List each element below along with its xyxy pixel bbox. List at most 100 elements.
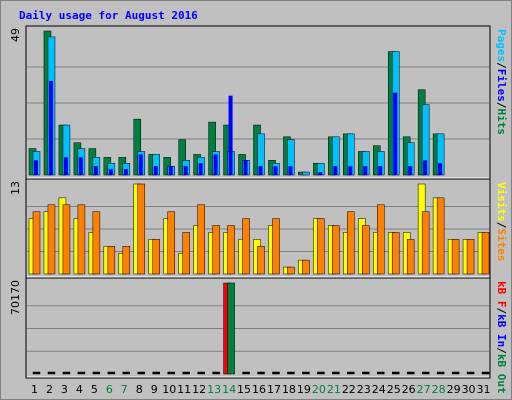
chart-title: Daily usage for August 2016 bbox=[19, 9, 198, 22]
bar-files bbox=[393, 92, 398, 175]
x-tick-label: 20 bbox=[312, 383, 326, 396]
bar-hits bbox=[208, 121, 216, 176]
bar-files bbox=[198, 163, 203, 175]
bar-files bbox=[438, 163, 443, 175]
bar-sites bbox=[212, 225, 220, 275]
bar-sites bbox=[481, 232, 490, 275]
bar-kb-out bbox=[227, 282, 235, 375]
bar-sites bbox=[466, 239, 475, 275]
panel-border bbox=[25, 277, 491, 379]
x-tick-label: 12 bbox=[192, 383, 206, 396]
x-axis-ticks: 1 2 3 4 5 6 7 8 9 10 11 12 13 14 15 16 17 18 19 20 21 22 23 24 2… bbox=[31, 383, 491, 396]
x-tick-label: 9 bbox=[151, 383, 158, 396]
legend-entry: / bbox=[495, 102, 508, 109]
x-tick-label: 21 bbox=[327, 383, 341, 396]
bar-files bbox=[273, 166, 278, 175]
bar-files bbox=[288, 166, 293, 175]
bar-files bbox=[123, 169, 128, 175]
bar-kb-out bbox=[77, 371, 86, 375]
bar-files bbox=[48, 80, 53, 175]
bar-files bbox=[408, 166, 413, 175]
bar-files bbox=[318, 172, 323, 175]
bar-kb-out bbox=[242, 371, 250, 375]
bar-files bbox=[153, 166, 158, 175]
bar-kb-out bbox=[212, 371, 220, 375]
x-tick-label: 2 bbox=[46, 383, 53, 396]
bar-sites bbox=[451, 239, 460, 275]
bar-sites bbox=[182, 232, 190, 275]
bar-kb-out bbox=[197, 371, 205, 375]
bar-sites bbox=[227, 225, 235, 275]
bar-kb-out bbox=[152, 371, 160, 375]
bar-sites bbox=[406, 239, 415, 275]
legend-entry: / bbox=[495, 308, 508, 315]
bar-kb-out bbox=[62, 371, 71, 375]
bar-sites bbox=[137, 183, 146, 275]
x-tick-label: 15 bbox=[237, 383, 251, 396]
bar-kb-out bbox=[362, 371, 370, 375]
bar-hits bbox=[178, 139, 186, 176]
bar-kb-out bbox=[182, 371, 190, 375]
legend-entry: Pages bbox=[495, 29, 508, 62]
bar-sites bbox=[47, 204, 56, 275]
bar-files bbox=[333, 166, 338, 175]
bar-kb-out bbox=[421, 371, 430, 375]
bar-sites bbox=[347, 211, 355, 275]
legend-entry: Sites bbox=[495, 228, 508, 261]
x-tick-label: 10 bbox=[162, 383, 176, 396]
x-tick-label: 24 bbox=[372, 383, 386, 396]
x-tick-label: 8 bbox=[136, 383, 143, 396]
bar-sites bbox=[257, 246, 265, 275]
bar-sites bbox=[92, 211, 101, 275]
bar-pages bbox=[302, 171, 310, 176]
bar-files bbox=[258, 166, 263, 175]
bar-kb-out bbox=[406, 371, 415, 375]
bar-hits bbox=[133, 118, 142, 176]
x-tick-label: 23 bbox=[357, 383, 371, 396]
bar-kb-out bbox=[167, 371, 175, 375]
x-tick-label: 27 bbox=[417, 383, 431, 396]
bar-files bbox=[378, 166, 383, 175]
bar-sites bbox=[332, 225, 340, 275]
x-tick-label: 13 bbox=[207, 383, 221, 396]
bar-sites bbox=[362, 225, 370, 275]
panel-legend: Pages/Files/Hits bbox=[495, 29, 508, 135]
x-tick-label: 19 bbox=[297, 383, 311, 396]
x-tick-label: 17 bbox=[267, 383, 281, 396]
x-tick-label: 22 bbox=[342, 383, 356, 396]
panel-hits-files-pages: 49 Pages/Files/Hits bbox=[9, 25, 508, 180]
x-tick-label: 18 bbox=[282, 383, 296, 396]
panel-visits-sites: 13 Visits/Sites bbox=[9, 178, 508, 279]
bar-kb-out bbox=[122, 371, 131, 375]
legend-entry: / bbox=[495, 347, 508, 354]
bar-kb-out bbox=[137, 371, 146, 375]
bar-sites bbox=[391, 232, 400, 275]
bar-files bbox=[93, 166, 98, 175]
legend-entry: Hits bbox=[495, 109, 508, 136]
bar-kb-out bbox=[377, 371, 385, 375]
x-tick-label: 6 bbox=[106, 383, 113, 396]
bar-sites bbox=[32, 211, 41, 275]
bar-sites bbox=[436, 197, 445, 275]
legend-entry: kB In bbox=[495, 314, 508, 347]
bar-kb-out bbox=[107, 371, 116, 375]
legend-entry: Visits bbox=[495, 182, 508, 222]
x-tick-label: 11 bbox=[177, 383, 191, 396]
x-tick-label: 25 bbox=[387, 383, 401, 396]
x-tick-label: 4 bbox=[76, 383, 83, 396]
bar-kb-out bbox=[332, 371, 340, 375]
bar-files bbox=[168, 166, 173, 175]
y-max-label: 13 bbox=[9, 181, 22, 195]
bar-sites bbox=[242, 218, 250, 275]
bar-sites bbox=[302, 259, 310, 275]
bar-kb-out bbox=[47, 371, 56, 375]
bar-sites bbox=[122, 246, 131, 275]
panel-kb-in-out: 70170 kB F/kB In/kB Out bbox=[9, 277, 508, 394]
bar-kb-out bbox=[451, 371, 460, 375]
bar-files bbox=[213, 154, 218, 175]
x-tick-label: 26 bbox=[402, 383, 416, 396]
panel-legend: Visits/Sites bbox=[495, 182, 508, 262]
bar-files bbox=[348, 166, 353, 175]
